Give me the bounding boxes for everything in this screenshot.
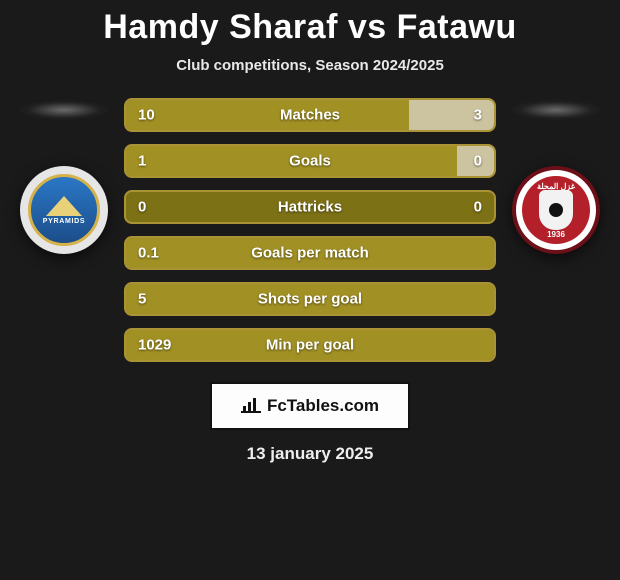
- player-shadow: [511, 100, 601, 120]
- club-right-top-text: غزل المحلة: [522, 182, 590, 191]
- shield-icon: [539, 190, 573, 230]
- bar-value-left: 0: [138, 199, 146, 216]
- branding-box: FcTables.com: [210, 382, 410, 430]
- club-left-label: PYRAMIDS: [43, 218, 86, 225]
- bar-label: Goals per match: [251, 245, 369, 262]
- bar-label: Hattricks: [278, 199, 342, 216]
- bar-fill-left: [126, 100, 409, 130]
- bar-label: Shots per goal: [258, 291, 362, 308]
- date-line: 13 january 2025: [0, 444, 620, 464]
- bar-label: Goals: [289, 153, 331, 170]
- player-shadow: [19, 100, 109, 120]
- page-title: Hamdy Sharaf vs Fatawu: [0, 0, 620, 47]
- bar-value-left: 5: [138, 291, 146, 308]
- subtitle: Club competitions, Season 2024/2025: [0, 57, 620, 74]
- bar-value-left: 10: [138, 107, 155, 124]
- club-right-year: 1936: [522, 230, 590, 239]
- pyramid-icon: [46, 196, 82, 216]
- club-badge-left: PYRAMIDS: [20, 166, 108, 254]
- comparison-row: PYRAMIDS 103Matches10Goals00Hattricks0.1…: [0, 98, 620, 374]
- club-badge-right-inner: غزل المحلة 1936: [522, 176, 590, 244]
- stat-bar: 1029 Min per goal: [124, 328, 496, 362]
- stats-bars: 103Matches10Goals00Hattricks0.1Goals per…: [120, 98, 500, 374]
- bar-value-left: 1: [138, 153, 146, 170]
- club-badge-right: غزل المحلة 1936: [512, 166, 600, 254]
- bar-value-right: 3: [474, 107, 482, 124]
- branding-text: FcTables.com: [267, 396, 379, 416]
- bar-value-right: 0: [474, 199, 482, 216]
- bar-value-left: 0.1: [138, 245, 159, 262]
- right-player-col: غزل المحلة 1936: [500, 98, 612, 254]
- stat-bar: 0.1 Goals per match: [124, 236, 496, 270]
- bar-label: Min per goal: [266, 337, 354, 354]
- stat-bar: 10 3 Matches: [124, 98, 496, 132]
- stat-bar: 5 Shots per goal: [124, 282, 496, 316]
- bar-value-left: 1029: [138, 337, 171, 354]
- stat-bar: 1 0 Goals: [124, 144, 496, 178]
- stat-bar: 0 0 Hattricks: [124, 190, 496, 224]
- chart-icon: [241, 396, 261, 417]
- left-player-col: PYRAMIDS: [8, 98, 120, 254]
- shield-dot: [549, 203, 563, 217]
- club-badge-left-inner: PYRAMIDS: [28, 174, 100, 246]
- bar-value-right: 0: [474, 153, 482, 170]
- bar-label: Matches: [280, 107, 340, 124]
